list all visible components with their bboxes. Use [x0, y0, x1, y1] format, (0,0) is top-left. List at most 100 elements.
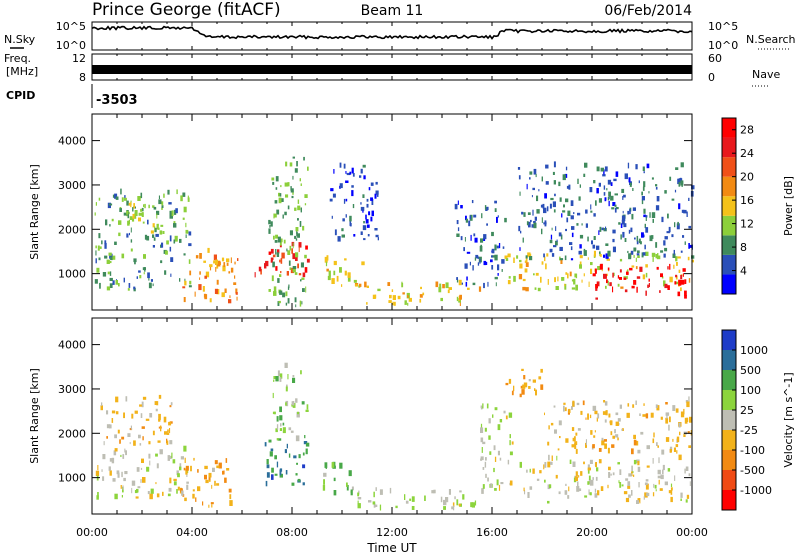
power-cell — [294, 207, 297, 211]
velocity-cell — [529, 486, 533, 490]
power-cell — [285, 291, 288, 297]
power-cell — [143, 272, 145, 275]
power-cell — [279, 238, 283, 243]
velocity-cell — [288, 427, 292, 431]
power-cell — [684, 290, 687, 296]
power-cell — [587, 236, 589, 242]
velocity-cell — [133, 440, 136, 446]
power-cell — [272, 254, 276, 258]
power-cell — [643, 208, 646, 214]
velocity-cell — [280, 423, 282, 427]
velocity-cell — [266, 459, 269, 465]
velocity-cell — [265, 480, 268, 487]
power-cell — [162, 231, 165, 234]
power-cell — [98, 233, 101, 239]
power-cell — [480, 238, 484, 243]
velocity-cell — [302, 482, 305, 486]
velocity-cell — [612, 472, 615, 476]
power-cell — [458, 279, 462, 286]
power-cell — [298, 273, 302, 276]
power-cell — [494, 254, 498, 261]
power-cell — [554, 277, 556, 283]
velocity-colorbar-label: 100 — [740, 384, 761, 397]
power-cell — [279, 274, 282, 277]
power-cell — [668, 226, 671, 233]
velocity-cell — [121, 495, 123, 498]
power-cell — [305, 245, 308, 250]
power-cell — [300, 183, 302, 186]
power-cell — [108, 252, 112, 256]
velocity-cell — [264, 442, 267, 447]
velocity-cell — [305, 448, 308, 455]
velocity-cell — [482, 403, 484, 409]
power-cell — [673, 264, 675, 269]
power-cell — [583, 250, 587, 256]
power-cell — [677, 221, 679, 226]
power-cell — [613, 178, 617, 182]
power-cell — [581, 223, 583, 226]
power-cell — [176, 189, 178, 195]
power-colorbar-label: 4 — [740, 265, 747, 278]
velocity-cell — [295, 398, 298, 403]
power-cell — [224, 288, 227, 293]
power-cell — [275, 234, 278, 239]
power-cell — [610, 195, 614, 201]
power-cell — [401, 281, 403, 288]
power-cell — [95, 258, 97, 264]
velocity-cell — [592, 444, 595, 449]
power-cell — [156, 210, 160, 215]
velocity-cell — [639, 498, 641, 504]
power-cell — [365, 214, 367, 220]
power-cell — [497, 264, 500, 271]
velocity-cell — [523, 375, 526, 380]
velocity-cell — [676, 436, 680, 443]
power-cell — [598, 198, 602, 203]
power-cell — [498, 243, 501, 249]
velocity-cell — [587, 469, 590, 474]
power-cell — [469, 214, 473, 221]
power-cell — [636, 286, 638, 293]
power-cell — [352, 173, 355, 177]
power-cell — [291, 248, 293, 254]
power-cell — [456, 296, 459, 302]
velocity-colorbar-swatch — [722, 330, 736, 350]
velocity-cell — [177, 473, 180, 478]
power-cell — [647, 284, 649, 288]
power-cell — [564, 283, 567, 290]
velocity-cell — [675, 444, 679, 448]
velocity-cell — [662, 464, 665, 471]
power-cell — [128, 202, 131, 206]
power-cell — [222, 265, 226, 272]
time-tick-label: 20:00 — [576, 526, 608, 539]
power-cell — [166, 240, 169, 245]
power-cell — [597, 266, 601, 271]
power-cell — [682, 268, 686, 272]
power-cell — [281, 252, 285, 259]
velocity-cell — [211, 484, 213, 489]
power-cell — [549, 239, 553, 244]
power-cell — [148, 282, 152, 289]
velocity-cell — [197, 486, 201, 492]
velocity-cell — [652, 492, 655, 497]
power-cell — [538, 189, 540, 192]
velocity-cell — [574, 476, 578, 481]
power-cell — [272, 261, 275, 268]
power-cell — [228, 271, 231, 274]
power-cell — [544, 193, 547, 199]
power-cell — [605, 243, 609, 246]
velocity-cell — [637, 449, 641, 454]
power-cell — [652, 218, 654, 223]
power-cell — [287, 298, 290, 304]
velocity-cell — [509, 451, 513, 456]
power-cell — [624, 238, 627, 242]
power-cell — [552, 201, 556, 208]
power-cell — [270, 248, 274, 254]
power-cell — [184, 280, 187, 286]
power-colorbar-swatch — [722, 118, 736, 138]
power-cell — [522, 278, 526, 282]
velocity-cell — [166, 432, 170, 435]
power-cell — [631, 213, 634, 220]
power-cell — [160, 244, 162, 248]
power-ytick-label: 3000 — [58, 179, 86, 192]
velocity-cell — [97, 465, 99, 471]
